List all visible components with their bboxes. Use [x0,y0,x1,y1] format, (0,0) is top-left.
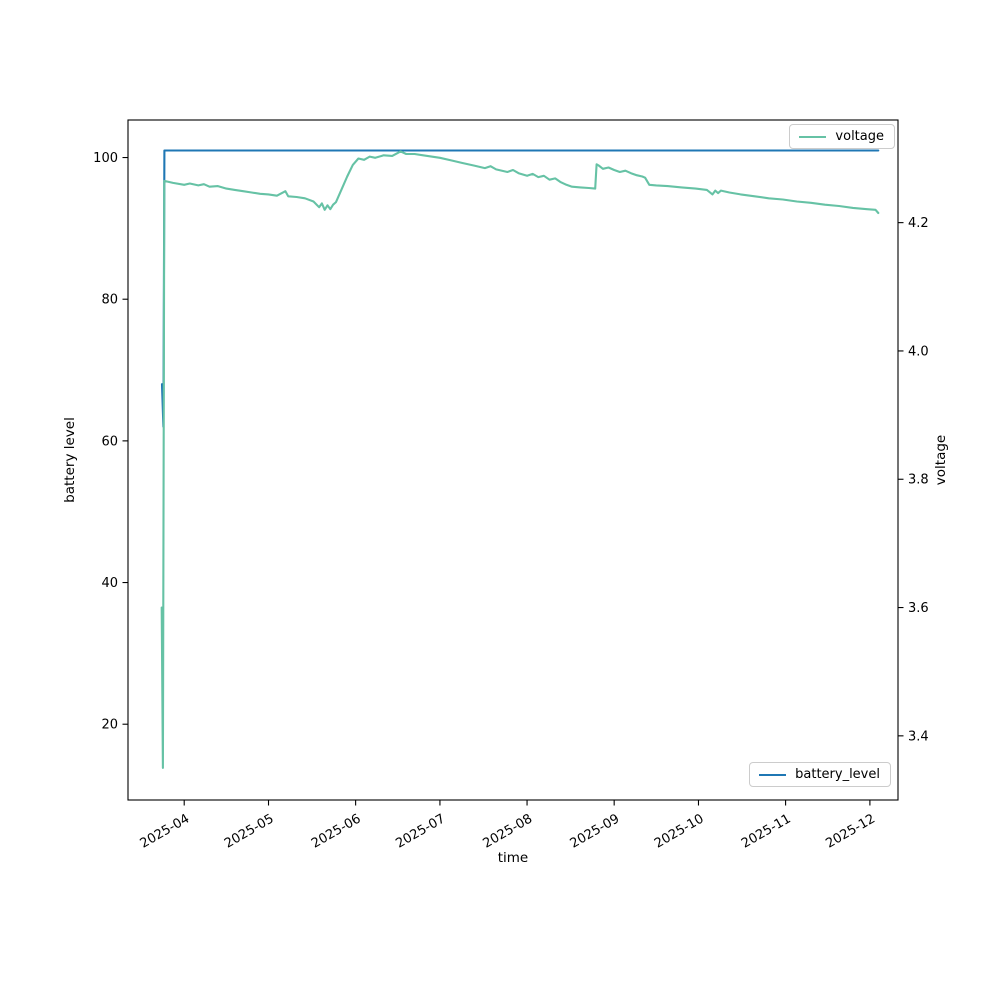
battery-level-line-swatch-icon [759,773,787,776]
y-right-tick-label: 3.4 [908,729,929,744]
legend-battery-level-label: battery_level [795,767,880,782]
x-tick-label: 2025-06 [309,811,364,851]
y-right-tick-label: 3.8 [908,473,929,488]
legend-battery-level: battery_level [749,762,891,787]
voltage-line-swatch-icon [799,135,827,138]
y-left-tick-label: 40 [101,576,118,591]
plot-frame [127,119,899,801]
x-tick-label: 2025-10 [652,811,707,851]
y-left-tick-label: 60 [101,434,118,449]
y-left-tick-label: 80 [101,293,118,308]
x-tick-label: 2025-07 [393,811,448,851]
y-left-tick-label: 100 [93,151,118,166]
y-right-tick-label: 3.6 [908,601,929,616]
y-axis-title-left: battery level [62,417,78,503]
legend-voltage: voltage [789,124,895,149]
series-layer [160,149,880,769]
x-tick-label: 2025-09 [568,811,623,851]
y-right-tick-label: 4.0 [908,344,929,359]
voltage-line [160,150,880,769]
x-tick-label: 2025-08 [481,811,536,851]
x-tick-label: 2025-11 [739,811,794,851]
y-right-tick-label: 4.2 [908,216,929,231]
battery_level-line [160,149,880,428]
x-tick-label: 2025-05 [222,811,277,851]
y-axis-title-right: voltage [933,435,949,485]
y-axis-right-ticks: 3.4 3.6 3.8 4.0 4.2 [898,216,929,744]
y-left-tick-label: 20 [101,718,118,733]
x-tick-label: 2025-04 [138,811,193,851]
legend-voltage-label: voltage [835,129,884,144]
x-tick-label: 2025-12 [823,811,878,851]
x-axis-title: time [498,850,529,866]
x-axis-ticks: 2025-04 2025-05 2025-06 2025-07 2025-08 2025-… [138,800,878,852]
y-axis-left-ticks: 20 40 60 80 100 [93,151,128,733]
